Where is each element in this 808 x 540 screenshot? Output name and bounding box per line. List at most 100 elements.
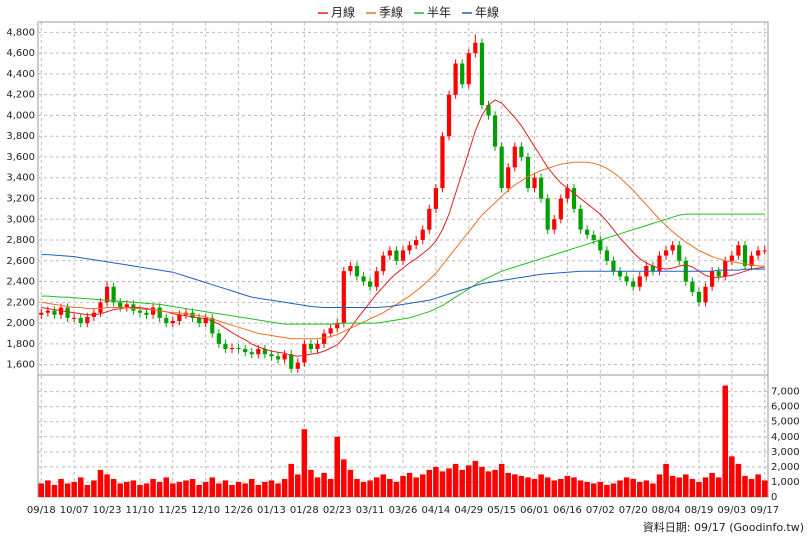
candle-body: [78, 317, 83, 324]
candle-body: [539, 177, 544, 199]
candle-body: [690, 281, 695, 292]
candle-body: [558, 198, 563, 220]
volume-bar: [143, 483, 150, 497]
candle-body: [118, 302, 123, 308]
candle-body: [585, 229, 590, 235]
candle-body: [440, 136, 445, 189]
volume-bar: [334, 436, 340, 497]
candle-body: [58, 307, 64, 315]
volume-bar: [268, 480, 275, 497]
candle-body: [624, 276, 629, 282]
candle-body: [696, 291, 702, 303]
volume-bar: [636, 481, 643, 497]
y-tick-label: 4,000: [6, 110, 35, 121]
candle-body: [414, 240, 419, 246]
volume-bar: [222, 480, 229, 497]
candle-body: [650, 265, 656, 272]
x-tick-label: 10/23: [93, 505, 122, 516]
y2-tick-label: 6,000: [771, 402, 800, 413]
y-tick-label: 1,600: [6, 360, 35, 371]
volume-bar: [505, 472, 511, 497]
candle-body: [104, 286, 110, 303]
candle-body: [519, 146, 524, 157]
candle-body: [275, 356, 281, 360]
volume-bar: [216, 483, 222, 497]
volume-bar: [341, 459, 347, 497]
candle-body: [657, 255, 662, 272]
volume-bar: [380, 474, 387, 497]
candle-body: [486, 105, 491, 116]
y-tick-label: 4,800: [6, 27, 35, 38]
legend-label: 季線: [379, 5, 403, 20]
candle-body: [571, 188, 577, 209]
volume-bar: [472, 460, 479, 497]
x-tick-label: 12/26: [224, 505, 253, 516]
y-tick-label: 3,600: [6, 152, 35, 163]
volume-bar: [406, 472, 413, 497]
volume-bar: [544, 477, 551, 497]
volume-bar: [604, 484, 610, 497]
volume-bar: [321, 472, 327, 497]
x-tick-label: 09/17: [750, 505, 779, 516]
volume-bar: [242, 483, 248, 497]
volume-bar: [176, 481, 183, 497]
volume-bar: [354, 478, 360, 497]
x-tick-label: 08/19: [685, 505, 714, 516]
data-date-note: 資料日期: 09/17 (Goodinfo.tw): [643, 520, 804, 534]
volume-bar: [189, 478, 196, 497]
candle-body: [39, 312, 44, 315]
candle-body: [525, 156, 531, 189]
volume-bar: [130, 480, 137, 497]
candle-body: [387, 250, 392, 256]
candle-body: [282, 354, 287, 360]
candle-body: [45, 310, 50, 313]
candle-body: [670, 245, 675, 251]
candle-body: [762, 250, 767, 252]
volume-bar: [459, 469, 465, 497]
volume-bar: [104, 474, 110, 497]
volume-bar: [676, 477, 682, 497]
y-tick-label: 2,000: [6, 318, 35, 329]
volume-bar: [314, 477, 321, 497]
candle-body: [427, 208, 432, 230]
candle-body: [631, 281, 636, 287]
volume-bar: [327, 478, 334, 497]
candle-body: [144, 312, 149, 315]
x-tick-label: 11/25: [158, 505, 187, 516]
y2-tick-label: 0: [771, 492, 777, 503]
y-tick-label: 2,600: [6, 256, 35, 267]
x-tick-label: 11/10: [126, 505, 155, 516]
volume-bar: [367, 480, 373, 497]
volume-bar: [479, 466, 485, 497]
volume-bar: [538, 474, 544, 497]
volume-bar: [466, 465, 472, 497]
candle-body: [164, 317, 169, 324]
volume-bar: [630, 478, 636, 497]
y-tick-label: 2,400: [6, 277, 35, 288]
candle-body: [98, 302, 103, 313]
candle-body: [223, 343, 228, 350]
candle-body: [552, 219, 557, 230]
moving-average-line: [41, 254, 765, 308]
candle-body: [460, 63, 465, 85]
volume-bar: [735, 463, 742, 497]
x-tick-label: 04/14: [421, 505, 450, 516]
moving-average-line: [41, 161, 765, 340]
candle-body: [473, 42, 478, 54]
moving-average-line: [41, 213, 765, 325]
legend-label: 年線: [475, 5, 499, 20]
candle-body: [736, 245, 741, 256]
volume-bar: [387, 478, 393, 497]
volume-bar: [439, 471, 446, 497]
volume-bar: [235, 481, 242, 497]
candle-body: [499, 146, 504, 189]
candle-body: [677, 245, 682, 261]
volume-bar: [755, 474, 761, 497]
volume-bar: [150, 478, 156, 497]
candle-body: [361, 276, 366, 282]
candle-body: [243, 349, 248, 353]
volume-bar: [196, 484, 202, 497]
volume-bar: [584, 481, 590, 497]
x-tick-label: 08/04: [652, 505, 681, 516]
